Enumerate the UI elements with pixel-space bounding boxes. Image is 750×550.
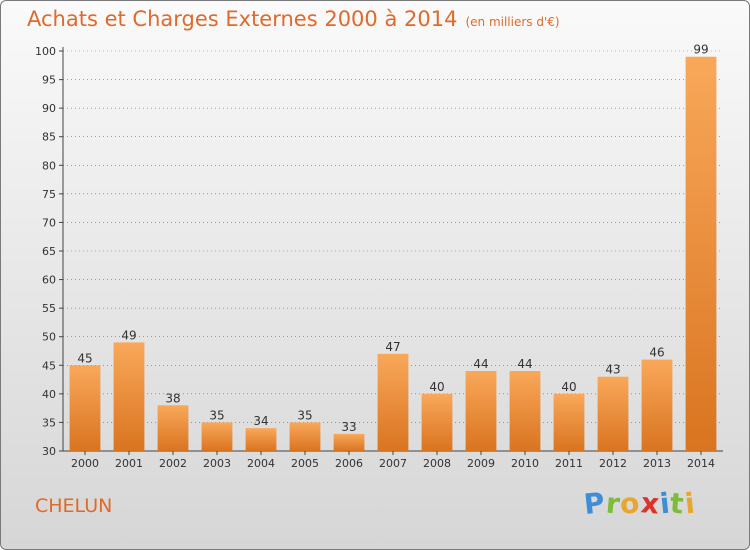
data-label-2010: 44 [517, 357, 532, 371]
data-label-2003: 35 [209, 408, 224, 422]
x-tick-label-2002: 2002 [159, 457, 187, 470]
bar-2002 [157, 405, 189, 451]
x-tick-label-2012: 2012 [599, 457, 627, 470]
bar-2005 [289, 422, 321, 451]
y-tick-label: 55 [42, 302, 56, 315]
y-tick-label: 30 [42, 445, 56, 458]
bar-2014 [685, 56, 717, 451]
x-tick-label-2009: 2009 [467, 457, 495, 470]
x-tick-label-2013: 2013 [643, 457, 671, 470]
y-tick-labels: 30 35 40 45 50 55 60 65 70 75 80 85 90 95 100 [35, 45, 56, 458]
x-tick-label-2011: 2011 [555, 457, 583, 470]
y-tick-label: 90 [42, 102, 56, 115]
y-tick-label: 85 [42, 131, 56, 144]
proxiti-logo: Proxiti [582, 485, 697, 522]
x-tick-label-2014: 2014 [687, 457, 715, 470]
data-label-2011: 40 [561, 380, 576, 394]
x-tick-labels: 2000 2001 2002 2003 2004 2005 2006 2007 2008 2009… [71, 457, 715, 470]
y-tick-label: 100 [35, 45, 56, 58]
data-label-2000: 45 [77, 351, 92, 365]
bars [69, 56, 717, 451]
data-label-2012: 43 [605, 363, 620, 377]
chart-title: Achats et Charges Externes 2000 à 2014 (e… [27, 7, 560, 31]
bar-2001 [113, 342, 145, 451]
data-label-2013: 46 [649, 346, 664, 360]
y-tick-label: 80 [42, 159, 56, 172]
x-tick-label-2008: 2008 [423, 457, 451, 470]
x-tick-label-2006: 2006 [335, 457, 363, 470]
y-tick-label: 70 [42, 216, 56, 229]
data-label-2014: 99 [693, 43, 708, 57]
data-label-2006: 33 [341, 420, 356, 434]
bar-2007 [377, 353, 409, 451]
x-tick-label-2003: 2003 [203, 457, 231, 470]
y-tick-label: 50 [42, 331, 56, 344]
data-labels: 45 49 38 35 34 35 33 47 40 44 44 40 43 46 99 [77, 43, 708, 434]
y-tick-label: 40 [42, 388, 56, 401]
commune-name: CHELUN [35, 495, 113, 517]
y-tick-label: 60 [42, 274, 56, 287]
bar-2013 [641, 359, 673, 451]
data-label-2009: 44 [473, 357, 488, 371]
title-unit: (en milliers d'€) [465, 15, 560, 29]
data-label-2001: 49 [121, 328, 136, 342]
data-label-2008: 40 [429, 380, 444, 394]
logo-letter: o [618, 486, 643, 521]
bar-2006 [333, 433, 365, 451]
logo-letter: i [682, 486, 697, 521]
x-tick-label-2004: 2004 [247, 457, 275, 470]
y-tick-label: 65 [42, 245, 56, 258]
x-tick-label-2005: 2005 [291, 457, 319, 470]
data-label-2005: 35 [297, 408, 312, 422]
bar-2004 [245, 428, 277, 451]
data-label-2002: 38 [165, 391, 180, 405]
x-tick-label-2007: 2007 [379, 457, 407, 470]
bar-2011 [553, 393, 585, 451]
y-tick-label: 75 [42, 188, 56, 201]
title-text: Achats et Charges Externes 2000 à 2014 [27, 7, 458, 31]
x-tick-label-2001: 2001 [115, 457, 143, 470]
bar-2010 [509, 371, 541, 451]
logo-letter: P [582, 485, 608, 522]
data-label-2004: 34 [253, 414, 268, 428]
bar-2012 [597, 376, 629, 451]
y-tick-label: 45 [42, 359, 56, 372]
y-tick-label: 95 [42, 74, 56, 87]
bar-2009 [465, 371, 497, 451]
x-tick-label-2010: 2010 [511, 457, 539, 470]
bar-2008 [421, 393, 453, 451]
bar-2000 [69, 365, 101, 451]
y-tick-label: 35 [42, 416, 56, 429]
x-tick-label-2000: 2000 [71, 457, 99, 470]
bar-2003 [201, 422, 233, 451]
data-label-2007: 47 [385, 340, 400, 354]
